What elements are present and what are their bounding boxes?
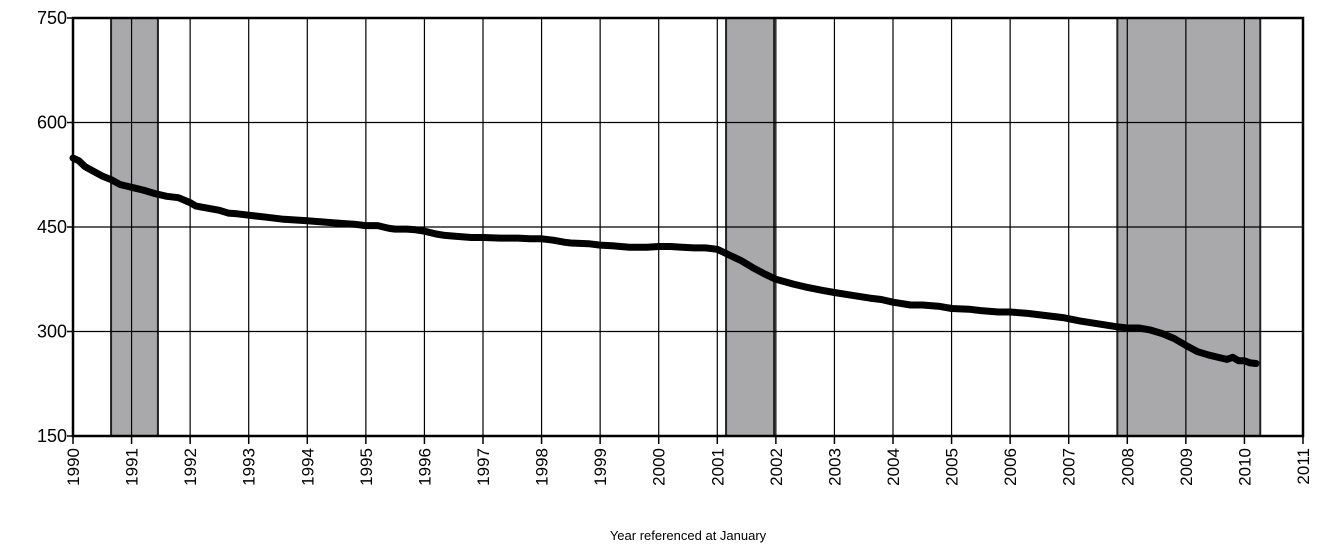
x-tick-label-2003: 2003 xyxy=(825,448,844,486)
y-tick-label-600: 600 xyxy=(37,113,67,133)
y-tick-label-150: 150 xyxy=(37,426,67,446)
x-axis-label: Year referenced at January xyxy=(610,528,767,543)
x-tick-label-2010: 2010 xyxy=(1235,448,1254,486)
x-tick-label-2000: 2000 xyxy=(650,448,669,486)
x-tick-label-2011: 2011 xyxy=(1294,448,1313,485)
x-tick-label-1996: 1996 xyxy=(415,448,434,486)
x-tick-label-1990: 1990 xyxy=(64,448,83,486)
x-tick-label-2001: 2001 xyxy=(708,448,727,486)
x-tick-label-2006: 2006 xyxy=(1001,448,1020,486)
x-tick-label-2004: 2004 xyxy=(884,448,903,486)
x-tick-label-2005: 2005 xyxy=(943,448,962,486)
x-tick-label-2002: 2002 xyxy=(767,448,786,486)
x-tick-label-2007: 2007 xyxy=(1060,448,1079,486)
x-tick-label-1994: 1994 xyxy=(298,448,317,486)
x-tick-labels: 1990 1991 1992 1993 1994 1995 1996 1997 1998 1999… xyxy=(64,448,1313,486)
x-tick-label-1999: 1999 xyxy=(591,448,610,486)
tick-marks xyxy=(67,17,1304,444)
x-tick-label-1997: 1997 xyxy=(474,448,493,486)
y-tick-label-750: 750 xyxy=(37,8,67,28)
y-tick-label-300: 300 xyxy=(37,322,67,342)
x-tick-label-1992: 1992 xyxy=(181,448,200,486)
x-tick-label-1995: 1995 xyxy=(357,448,376,486)
x-tick-label-2009: 2009 xyxy=(1177,448,1196,486)
series-layer xyxy=(69,154,1260,367)
x-tick-label-1991: 1991 xyxy=(123,448,142,486)
x-tick-label-1993: 1993 xyxy=(240,448,259,486)
series-line-1 xyxy=(69,154,1260,367)
y-tick-label-450: 450 xyxy=(37,217,67,237)
x-tick-label-2008: 2008 xyxy=(1118,448,1137,486)
x-tick-label-1998: 1998 xyxy=(533,448,552,486)
y-tick-labels: 150 300 450 600 750 xyxy=(37,8,67,446)
